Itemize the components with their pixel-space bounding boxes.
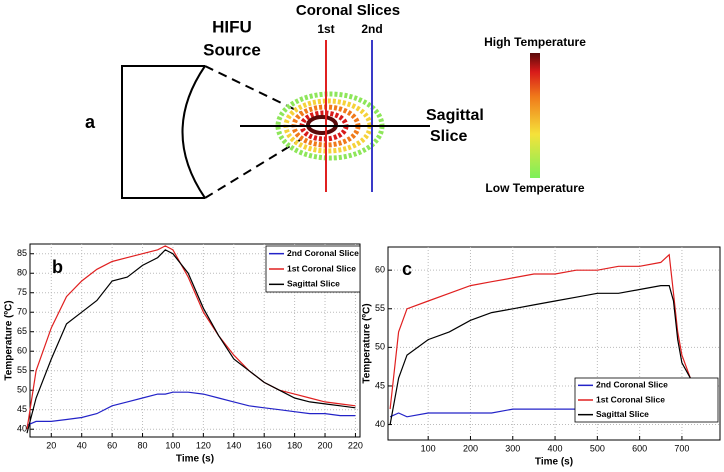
legend-label: 1st Coronal Slice	[287, 263, 356, 273]
x-tick-label: 120	[196, 440, 211, 450]
series-line	[26, 249, 356, 434]
transducer-face	[181, 65, 206, 199]
legend-label: 2nd Coronal Slice	[287, 248, 359, 258]
x-tick-label: 60	[107, 440, 117, 450]
y-tick-label: 45	[17, 404, 27, 414]
legend-label: Sagittal Slice	[287, 279, 340, 289]
y-tick-label: 40	[17, 424, 27, 434]
x-tick-label: 40	[77, 440, 87, 450]
y-tick-label: 85	[17, 248, 27, 258]
series-line	[389, 253, 717, 410]
x-tick-label: 160	[257, 440, 272, 450]
x-tick-label: 400	[548, 443, 563, 453]
y-axis-label: Temperature (ºC)	[4, 300, 15, 380]
panel-label: c	[402, 259, 412, 279]
slice-label: 2nd	[361, 22, 382, 36]
y-tick-label: 75	[17, 287, 27, 297]
slice-label: 1st	[317, 22, 334, 36]
colorbar-high: High Temperature	[484, 35, 586, 49]
x-tick-label: 600	[632, 443, 647, 453]
sagittal-label: Slice	[430, 128, 467, 145]
x-tick-label: 300	[505, 443, 520, 453]
diagram: a HIFU Source Coronal Slices 1st 2nd Sag…	[85, 2, 586, 199]
colorbar-low: Low Temperature	[485, 181, 584, 195]
x-axis-label: Time (s)	[535, 457, 573, 468]
source-label: HIFU	[212, 17, 252, 36]
y-axis-label: Temperature (ºC)	[362, 303, 373, 383]
source-label: Source	[203, 40, 261, 59]
y-tick-label: 55	[17, 365, 27, 375]
y-tick-label: 50	[17, 385, 27, 395]
x-tick-label: 100	[421, 443, 436, 453]
x-tick-label: 220	[348, 440, 363, 450]
sagittal-label: Sagittal	[426, 107, 484, 124]
y-tick-label: 40	[375, 419, 385, 429]
panel-label: a	[85, 112, 96, 132]
legend-label: Sagittal Slice	[596, 409, 649, 419]
panel-label: b	[52, 257, 63, 277]
x-tick-label: 200	[463, 443, 478, 453]
x-tick-label: 80	[138, 440, 148, 450]
coronal-title: Coronal Slices	[296, 2, 400, 19]
y-tick-label: 45	[375, 380, 385, 390]
x-tick-label: 700	[674, 443, 689, 453]
x-tick-label: 140	[226, 440, 241, 450]
series-line	[389, 285, 717, 425]
x-tick-label: 200	[318, 440, 333, 450]
y-tick-label: 50	[375, 342, 385, 352]
y-tick-label: 55	[375, 303, 385, 313]
beam-edge	[204, 65, 301, 113]
legend-label: 1st Coronal Slice	[596, 394, 665, 404]
series-line	[26, 391, 356, 426]
beam-edge	[204, 139, 301, 199]
y-tick-label: 60	[375, 265, 385, 275]
x-tick-label: 20	[46, 440, 56, 450]
y-tick-label: 60	[17, 346, 27, 356]
y-tick-label: 65	[17, 326, 27, 336]
x-tick-label: 100	[165, 440, 180, 450]
y-tick-label: 80	[17, 268, 27, 278]
y-tick-label: 70	[17, 307, 27, 317]
x-tick-label: 500	[590, 443, 605, 453]
transducer-body	[121, 65, 205, 199]
legend-label: 2nd Coronal Slice	[596, 380, 668, 390]
x-tick-label: 180	[287, 440, 302, 450]
legend	[574, 377, 719, 423]
x-axis-label: Time (s)	[176, 454, 214, 465]
colorbar	[530, 53, 540, 178]
